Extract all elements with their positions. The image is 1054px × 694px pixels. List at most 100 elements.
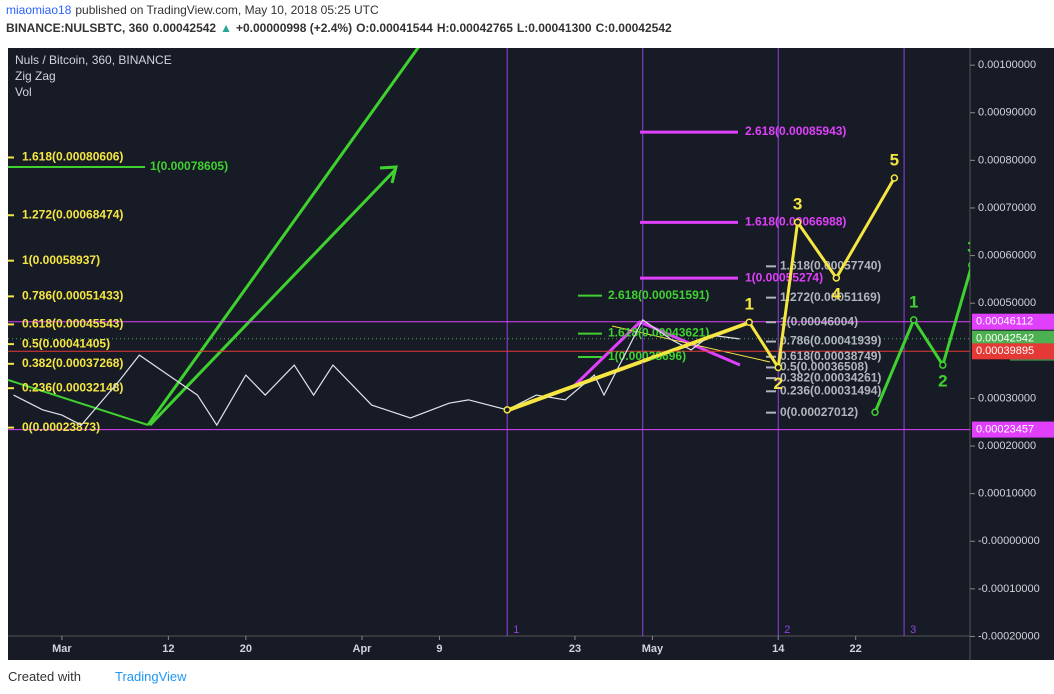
wave-point: [793, 218, 802, 227]
x-tick-label: 12: [162, 643, 174, 655]
series-line: [873, 266, 970, 413]
last-price: 0.00042542: [152, 21, 217, 35]
legend-entry: Zig Zag: [15, 69, 56, 83]
y-tick-label: -0.00000000: [978, 535, 1040, 547]
fib-label: 1.618(0.00057740): [780, 259, 881, 273]
price-flag: [972, 343, 1054, 360]
y-tick-label: 0.00050000: [978, 297, 1036, 309]
wave-point: [832, 274, 841, 282]
wave-point: [939, 361, 947, 369]
quote-line: BINANCE:NULSBTC, 360 0.00042542 ▲ +0.000009…: [6, 21, 676, 35]
open: O:0.00041544: [356, 21, 433, 35]
close: C:0.00042542: [595, 21, 672, 35]
fib-label: 2.618(0.00051591): [608, 288, 709, 302]
wave-label: 1: [744, 295, 753, 314]
symbol: BINANCE:NULSBTC, 360: [6, 21, 149, 35]
fib-label: 0.786(0.00051433): [22, 289, 123, 303]
price-flag-label: 0.00039895: [976, 345, 1034, 357]
x-tick-label: 20: [240, 643, 252, 655]
fib-label: 0.5(0.00041405): [22, 336, 110, 350]
legend-title: Nuls / Bitcoin, 360, BINANCE: [15, 53, 172, 67]
header-text: published on TradingView.com, May 10, 20…: [75, 3, 379, 17]
wave-label: 1: [909, 292, 918, 311]
trend-line: [8, 379, 149, 426]
fib-label: 1(0.00058937): [22, 253, 100, 267]
low: L:0.00041300: [516, 21, 592, 35]
x-tick-label: 9: [436, 643, 442, 655]
wave-label: 5: [890, 150, 899, 169]
series-line: [506, 177, 896, 412]
fib-label: 0.236(0.00032148): [22, 380, 123, 394]
price-flag: [972, 313, 1054, 330]
x-tick-label: Mar: [52, 643, 72, 655]
series-line: [13, 318, 740, 427]
y-tick-label: 0.00030000: [978, 392, 1036, 404]
wave-label: 2: [774, 374, 783, 393]
arrow: ▲: [220, 21, 232, 35]
brand[interactable]: TradingView: [114, 669, 187, 684]
footer: Created with TradingView: [8, 669, 187, 684]
price-flag-label: 0.00046112: [976, 316, 1033, 328]
arrow: [148, 168, 397, 427]
fib-label: 1(0.00078605): [150, 159, 228, 173]
wave-point: [774, 363, 782, 372]
header: miaomiao18 published on TradingView.com, …: [6, 3, 383, 17]
wave-label: 4: [832, 284, 842, 303]
arrow: [146, 48, 420, 426]
chart-background: [8, 48, 1054, 660]
fib-label: 0.5(0.00036508): [780, 360, 868, 374]
y-tick-label: 0.00070000: [978, 202, 1036, 214]
fib-label: 0(0.00027012): [780, 405, 858, 419]
y-tick-label: 0.00090000: [978, 107, 1036, 119]
wave-point: [968, 261, 970, 269]
fib-label: 0.382(0.00037268): [22, 356, 123, 370]
x-tick-label: May: [642, 643, 664, 655]
y-tick-label: 0.00010000: [978, 488, 1036, 500]
fib-label: 1(0.00046004): [780, 314, 858, 328]
fib-label: 1(0.00038696): [608, 349, 686, 363]
wave-point: [745, 318, 753, 326]
plot-area: 1.618(0.00080606) 1.272(0.00068474) 1(0.00…: [8, 48, 976, 636]
fib-label: 0.618(0.00038749): [780, 349, 881, 363]
y-tick-label: -0.00010000: [978, 583, 1040, 595]
wave-label: 3: [793, 195, 802, 214]
legend-entry: Vol: [15, 85, 32, 99]
vertical-line-label: 2: [784, 624, 790, 636]
fib-label: 0(0.00023873): [22, 420, 100, 434]
wave-label: 2: [938, 372, 947, 391]
vertical-line-label: 1: [513, 624, 519, 636]
price-flag-label: 0.00023457: [976, 423, 1034, 435]
price-flag: [972, 330, 1054, 347]
fib-label: 1(0.00055274): [745, 270, 823, 284]
fib-label: 1.272(0.00051169): [780, 290, 881, 304]
wave-point: [890, 174, 899, 182]
footer-text: Created with: [8, 669, 81, 684]
x-tick-label: 14: [772, 643, 785, 655]
x-tick-label: Apr: [353, 643, 373, 655]
fib-label: 0.618(0.00045543): [22, 317, 123, 331]
wave-point: [503, 406, 511, 414]
fib-label: 1.618(0.00080606): [22, 150, 123, 164]
fib-label: 1.272(0.00068474): [22, 207, 123, 221]
fib-label: 0.786(0.00041939): [780, 334, 881, 348]
price-flag-label: 0.00042542: [976, 333, 1034, 345]
wave-point: [871, 408, 879, 416]
y-tick-label: -0.00020000: [978, 630, 1040, 642]
y-tick-label: 0.00100000: [978, 59, 1036, 71]
price-flag: [972, 421, 1054, 438]
fib-label: 0.382(0.00034261): [780, 370, 881, 384]
fib-label: 1.618(0.00043621): [608, 326, 709, 340]
y-tick-label: 0.00020000: [978, 440, 1036, 452]
arrowhead: [379, 165, 398, 184]
high: H:0.00042765: [436, 21, 513, 35]
y-tick-label: 0.00080000: [978, 154, 1036, 166]
wave-point: [910, 316, 918, 324]
fib-label: 0.236(0.00031494): [780, 383, 881, 397]
change: +0.00000998 (+2.4%): [235, 21, 353, 35]
vertical-line-label: 3: [910, 624, 916, 636]
wave-label: 3: [967, 238, 976, 257]
x-tick-label: 22: [850, 643, 862, 655]
author[interactable]: miaomiao18: [6, 3, 72, 17]
